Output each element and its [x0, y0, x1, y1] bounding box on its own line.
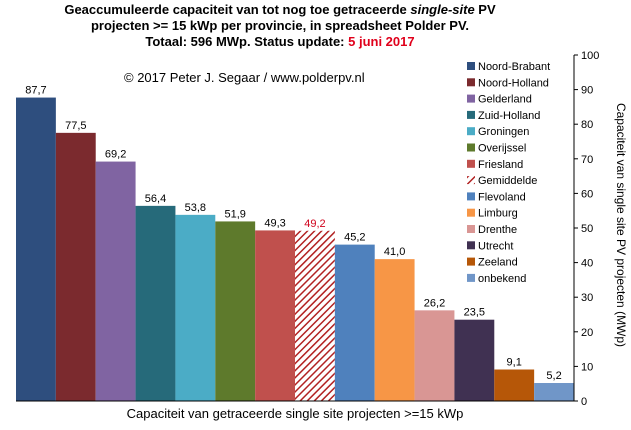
title-line-1: Geaccumuleerde capaciteit van tot nog to…	[0, 2, 560, 18]
y-tick-label: 50	[581, 223, 593, 235]
bar-flevoland	[334, 244, 375, 401]
legend-swatch-zeeland	[467, 257, 475, 266]
status-date: 5 juni 2017	[348, 34, 415, 49]
legend-label-drenthe: Drenthe	[478, 224, 517, 236]
bar-label-zeeland: 9,1	[507, 357, 522, 369]
bar-drenthe	[414, 310, 455, 401]
title-line-1-suffix: PV	[474, 2, 496, 17]
legend-label-utrecht: Utrecht	[478, 240, 513, 252]
legend-swatch-friesland	[467, 159, 475, 168]
bar-zuid-holland	[135, 205, 176, 401]
title-line-3: Totaal: 596 MWp. Status update: 5 juni 2…	[0, 34, 560, 50]
legend-label-onbekend: onbekend	[478, 273, 526, 285]
y-tick-label: 90	[581, 85, 593, 97]
bar-noord-holland	[55, 132, 96, 401]
bar-label-friesland: 49,3	[264, 217, 285, 229]
bar-label-limburg: 41,0	[384, 246, 405, 258]
legend-swatch-gelderland	[467, 94, 475, 103]
bar-noord-brabant	[16, 97, 56, 401]
y-tick-label: 60	[581, 188, 593, 200]
bar-label-zuid-holland: 56,4	[145, 193, 166, 205]
bar-label-flevoland: 45,2	[344, 232, 365, 244]
bar-label-groningen: 53,8	[185, 202, 206, 214]
bar-label-utrecht: 23,5	[464, 307, 485, 319]
legend-swatch-flevoland	[467, 192, 475, 201]
y-tick-label: 40	[581, 258, 593, 270]
legend-label-overijssel: Overijssel	[478, 143, 526, 155]
copyright-text: © 2017 Peter J. Segaar / www.polderpv.nl	[124, 70, 365, 85]
y-tick-label: 10	[581, 361, 593, 373]
y-tick-label: 70	[581, 154, 593, 166]
legend-swatch-utrecht	[467, 241, 475, 250]
legend-label-flevoland: Flevoland	[478, 191, 526, 203]
legend-label-limburg: Limburg	[478, 208, 518, 220]
legend-label-gemiddelde: Gemiddelde	[478, 175, 537, 187]
legend-label-friesland: Friesland	[478, 159, 523, 171]
legend-swatch-noord-brabant	[467, 62, 475, 70]
legend-swatch-zuid-holland	[467, 110, 475, 119]
chart-title: Geaccumuleerde capaciteit van tot nog to…	[0, 2, 560, 50]
bar-onbekend	[534, 383, 574, 401]
bar-limburg	[374, 259, 415, 401]
bar-gelderland	[95, 161, 136, 401]
legend-swatch-drenthe	[467, 225, 475, 233]
y-axis: 0 10 20 30 40 50 60 70 80 90 100	[16, 50, 599, 408]
y-tick-label: 100	[581, 50, 599, 62]
bar-label-gemiddelde: 49,2	[304, 218, 325, 230]
bars-group	[16, 97, 574, 401]
legend: Noord-Brabant Noord-Holland Gelderland Zuid…	[467, 61, 550, 285]
legend-swatch-noord-holland	[467, 78, 475, 87]
bar-friesland	[255, 230, 295, 401]
y-tick-label: 20	[581, 327, 593, 339]
bar-groningen	[175, 214, 216, 401]
title-line-2: projecten >= 15 kWp per provincie, in sp…	[90, 18, 470, 33]
legend-swatch-gemiddelde	[467, 176, 475, 185]
y-axis-label: Capaciteit van single site PV projecten …	[614, 103, 628, 347]
title-line-3-text: Totaal: 596 MWp. Status update:	[145, 34, 349, 49]
legend-label-groningen: Groningen	[478, 126, 529, 138]
y-tick-label: 0	[581, 396, 587, 408]
legend-label-noord-holland: Noord-Holland	[478, 77, 549, 89]
bar-label-overijssel: 51,9	[224, 208, 245, 220]
title-line-1-italic: single-site	[410, 2, 475, 17]
legend-swatch-onbekend	[467, 273, 475, 282]
bar-label-noord-brabant: 87,7	[25, 85, 46, 97]
y-tick-label: 30	[581, 292, 593, 304]
legend-label-zuid-holland: Zuid-Holland	[478, 110, 540, 122]
bar-utrecht	[454, 319, 495, 401]
bar-label-onbekend: 5,2	[546, 370, 561, 382]
legend-swatch-limburg	[467, 208, 475, 217]
bar-label-drenthe: 26,2	[424, 297, 445, 309]
x-axis-label: Capaciteit van getraceerde single site p…	[126, 406, 464, 421]
bar-zeeland	[494, 369, 535, 401]
bar-labels-group: 87,7 77,5 69,2 56,4 53,8 51,9 49,3 49,2 45,2 41,0…	[25, 85, 561, 382]
bar-label-noord-holland: 77,5	[65, 120, 86, 132]
legend-label-noord-brabant: Noord-Brabant	[478, 61, 550, 73]
legend-label-zeeland: Zeeland	[478, 257, 518, 269]
bar-label-gelderland: 69,2	[105, 149, 126, 161]
y-tick-label: 80	[581, 119, 593, 131]
bar-gemiddelde	[295, 230, 335, 401]
title-line-1-text: Geaccumuleerde capaciteit van tot nog to…	[64, 2, 411, 17]
bar-overijssel	[215, 221, 256, 401]
legend-swatch-overijssel	[467, 143, 475, 152]
legend-swatch-groningen	[467, 127, 475, 136]
legend-label-gelderland: Gelderland	[478, 94, 532, 106]
